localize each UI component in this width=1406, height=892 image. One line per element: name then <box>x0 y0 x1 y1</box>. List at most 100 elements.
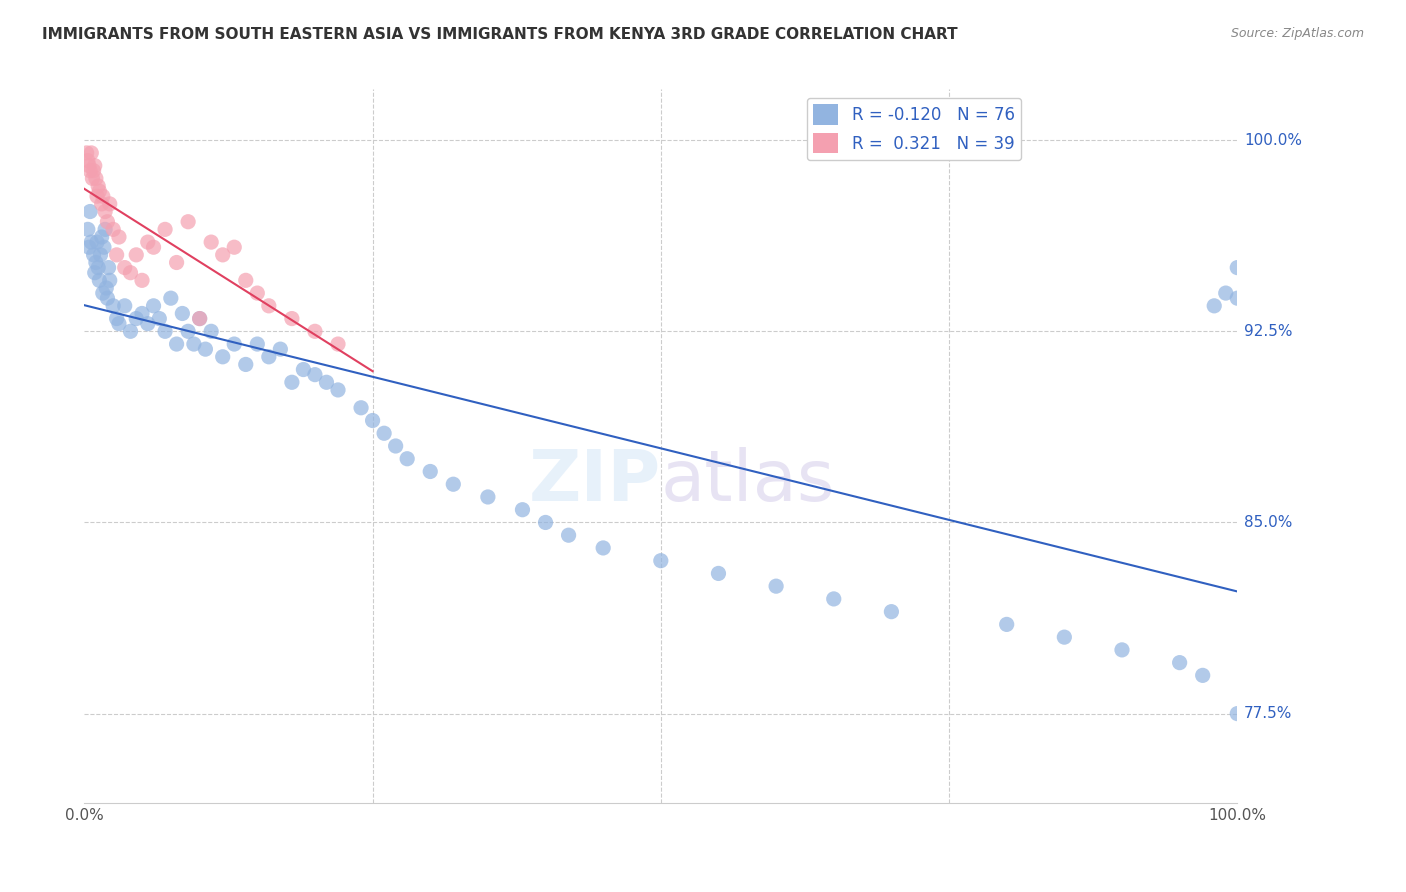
Point <box>77 159 100 173</box>
Point <box>257 350 280 364</box>
Point <box>200 324 222 338</box>
Point <box>1204 299 1226 313</box>
Text: Source: ZipAtlas.com: Source: ZipAtlas.com <box>1230 27 1364 40</box>
Point <box>292 362 315 376</box>
Point <box>200 235 222 249</box>
Point <box>224 240 246 254</box>
Point <box>315 376 337 390</box>
Point <box>534 516 557 530</box>
Point <box>103 222 124 236</box>
Point <box>87 179 110 194</box>
Point <box>108 317 131 331</box>
Point <box>76 222 98 236</box>
Point <box>995 617 1018 632</box>
Point <box>1168 656 1191 670</box>
Point <box>512 502 534 516</box>
Point <box>281 311 304 326</box>
Point <box>211 350 233 364</box>
Point <box>83 163 105 178</box>
Point <box>76 153 98 168</box>
Point <box>350 401 373 415</box>
Point <box>90 197 112 211</box>
Point <box>76 145 98 160</box>
Point <box>94 222 117 236</box>
Point <box>183 337 205 351</box>
Point <box>103 299 124 313</box>
Point <box>765 579 787 593</box>
Point <box>125 248 148 262</box>
Legend: R = -0.120   N = 76, R =  0.321   N = 39: R = -0.120 N = 76, R = 0.321 N = 39 <box>807 97 1021 160</box>
Point <box>153 324 176 338</box>
Point <box>136 235 159 249</box>
Point <box>108 230 131 244</box>
Point <box>269 342 291 356</box>
Text: atlas: atlas <box>661 447 835 516</box>
Point <box>86 189 108 203</box>
Point <box>880 605 903 619</box>
Point <box>125 311 148 326</box>
Point <box>79 163 101 178</box>
Point <box>1215 286 1237 301</box>
Text: 85.0%: 85.0% <box>1244 515 1292 530</box>
Point <box>177 215 200 229</box>
Point <box>326 383 349 397</box>
Point <box>120 266 142 280</box>
Point <box>83 266 105 280</box>
Point <box>188 311 211 326</box>
Point <box>86 235 108 249</box>
Point <box>326 337 349 351</box>
Point <box>235 273 257 287</box>
Point <box>153 222 176 236</box>
Point <box>82 171 104 186</box>
Point <box>441 477 464 491</box>
Point <box>83 159 105 173</box>
Point <box>166 337 188 351</box>
Text: IMMIGRANTS FROM SOUTH EASTERN ASIA VS IMMIGRANTS FROM KENYA 3RD GRADE CORRELATIO: IMMIGRANTS FROM SOUTH EASTERN ASIA VS IM… <box>42 27 957 42</box>
Point <box>89 273 111 287</box>
Point <box>707 566 730 581</box>
Point <box>114 260 136 275</box>
Point <box>823 591 845 606</box>
Point <box>79 204 101 219</box>
Point <box>93 240 115 254</box>
Text: ZIP: ZIP <box>529 447 661 516</box>
Point <box>97 260 120 275</box>
Point <box>80 235 103 249</box>
Point <box>89 184 111 198</box>
Point <box>194 342 217 356</box>
Point <box>105 248 128 262</box>
Point <box>148 311 170 326</box>
Point <box>557 528 579 542</box>
Point <box>419 465 441 479</box>
Point <box>281 376 304 390</box>
Point <box>96 291 118 305</box>
Text: 77.5%: 77.5% <box>1244 706 1292 721</box>
Text: 92.5%: 92.5% <box>1244 324 1292 339</box>
Point <box>304 324 326 338</box>
Point <box>396 451 419 466</box>
Point <box>246 337 269 351</box>
Point <box>96 281 118 295</box>
Point <box>235 358 257 372</box>
Point <box>136 317 159 331</box>
Point <box>211 248 233 262</box>
Point <box>373 426 395 441</box>
Point <box>142 299 165 313</box>
Point <box>91 189 114 203</box>
Point <box>1053 630 1076 644</box>
Point <box>80 145 103 160</box>
Point <box>257 299 280 313</box>
Point <box>90 230 112 244</box>
Point <box>166 255 188 269</box>
Point <box>105 311 128 326</box>
Point <box>84 255 107 269</box>
Point <box>84 171 107 186</box>
Point <box>1111 643 1133 657</box>
Point <box>77 240 100 254</box>
Point <box>650 554 672 568</box>
Point <box>83 248 105 262</box>
Point <box>188 311 211 326</box>
Point <box>1226 260 1249 275</box>
Point <box>304 368 326 382</box>
Point <box>1191 668 1213 682</box>
